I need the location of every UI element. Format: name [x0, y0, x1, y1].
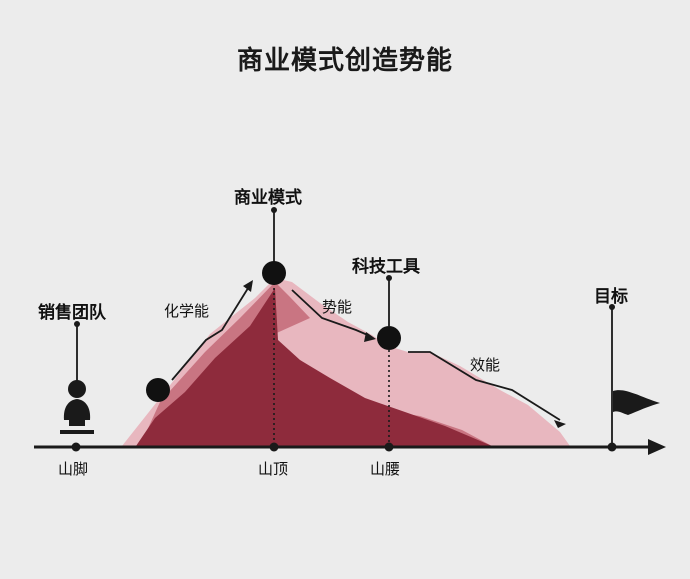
efficiency-arrow [408, 351, 561, 421]
tech-tools-label: 科技工具 [352, 257, 420, 277]
potential-energy-arrow [291, 289, 371, 337]
goal-label: 目标 [594, 287, 628, 307]
foot-axis-label: 山脚 [58, 460, 89, 478]
foot-tick [71, 442, 81, 452]
potential-energy-arrowhead [364, 332, 376, 342]
dark-mountain [136, 288, 492, 446]
axis-arrow-icon [648, 439, 666, 455]
efficiency-arrowhead [554, 420, 566, 428]
chemical-energy-ball [146, 378, 170, 402]
chemical-energy-label: 化学能 [164, 302, 210, 320]
business-model-label: 商业模式 [234, 188, 302, 208]
peak-tick [269, 442, 279, 452]
tech-tools-ball [377, 326, 401, 350]
waist-axis-label: 山腰 [370, 460, 401, 478]
flag-icon [613, 390, 660, 415]
chemical-energy-arrow [171, 284, 251, 381]
sales-team-label: 销售团队 [38, 303, 106, 323]
efficiency-label: 效能 [470, 356, 501, 374]
tech-tools-pointer-dot [386, 275, 392, 281]
peak-axis-label: 山顶 [258, 460, 289, 478]
sales-team-pointer-dot [74, 321, 80, 327]
potential-energy-label: 势能 [322, 298, 353, 316]
diagram-title: 商业模式创造势能 [236, 46, 453, 76]
bust-statue-icon [60, 380, 94, 434]
business-model-pointer-dot [271, 207, 277, 213]
business-model-ball [262, 261, 286, 285]
chemical-energy-arrowhead [243, 280, 253, 292]
goal-pole-dot [609, 304, 615, 310]
